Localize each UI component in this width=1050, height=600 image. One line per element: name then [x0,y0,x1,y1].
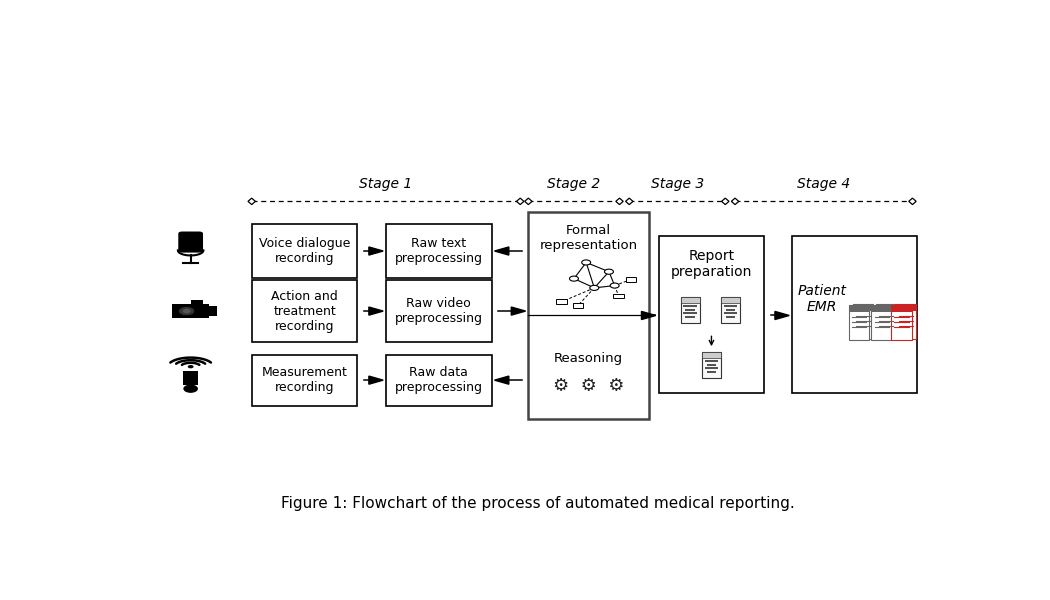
FancyBboxPatch shape [720,297,740,323]
Polygon shape [775,311,790,320]
FancyBboxPatch shape [854,304,874,338]
Circle shape [582,260,591,265]
Circle shape [178,307,194,316]
Polygon shape [642,311,656,320]
Text: Raw text
preprocessing: Raw text preprocessing [395,237,483,265]
Polygon shape [626,198,633,205]
Circle shape [184,385,198,393]
Circle shape [569,276,579,281]
Polygon shape [495,376,509,384]
FancyBboxPatch shape [792,236,917,393]
Text: Report
preparation: Report preparation [671,249,752,280]
FancyBboxPatch shape [876,304,896,338]
Text: Formal
representation: Formal representation [540,224,637,251]
Circle shape [605,269,613,274]
FancyBboxPatch shape [896,304,916,338]
FancyBboxPatch shape [849,305,869,340]
Polygon shape [248,198,255,205]
FancyBboxPatch shape [658,236,764,393]
FancyBboxPatch shape [528,212,649,419]
FancyBboxPatch shape [680,297,700,303]
FancyBboxPatch shape [184,371,198,385]
FancyBboxPatch shape [891,305,911,340]
Text: Stage 4: Stage 4 [797,177,851,191]
FancyBboxPatch shape [252,280,357,342]
FancyBboxPatch shape [720,297,740,303]
Polygon shape [732,198,739,205]
Text: Reasoning: Reasoning [554,352,623,365]
FancyBboxPatch shape [178,232,203,253]
Text: Stage 1: Stage 1 [359,177,413,191]
Polygon shape [369,307,383,315]
Polygon shape [721,198,729,205]
FancyBboxPatch shape [701,352,721,358]
FancyBboxPatch shape [891,305,911,312]
Text: Patient
EMR: Patient EMR [797,284,846,314]
FancyBboxPatch shape [572,303,584,308]
Circle shape [183,309,191,313]
Polygon shape [517,198,524,205]
FancyBboxPatch shape [626,277,636,282]
Polygon shape [908,198,917,205]
Circle shape [590,286,598,290]
FancyBboxPatch shape [252,355,357,406]
FancyBboxPatch shape [386,224,491,278]
FancyBboxPatch shape [872,305,891,312]
Polygon shape [369,247,383,255]
Text: Measurement
recording: Measurement recording [261,366,348,394]
FancyBboxPatch shape [252,224,357,278]
FancyBboxPatch shape [680,297,700,323]
Polygon shape [495,247,509,255]
Text: Stage 2: Stage 2 [547,177,601,191]
FancyBboxPatch shape [209,306,217,316]
Text: Voice dialogue
recording: Voice dialogue recording [259,237,351,265]
Text: ⚙  ⚙  ⚙: ⚙ ⚙ ⚙ [553,377,625,395]
Text: Raw video
preprocessing: Raw video preprocessing [395,297,483,325]
FancyBboxPatch shape [191,300,203,304]
FancyBboxPatch shape [613,294,624,298]
FancyBboxPatch shape [172,304,209,319]
Polygon shape [511,307,526,315]
Circle shape [610,283,620,288]
Polygon shape [369,376,383,384]
FancyBboxPatch shape [556,299,567,304]
Polygon shape [615,198,624,205]
Text: Figure 1: Flowchart of the process of automated medical reporting.: Figure 1: Flowchart of the process of au… [281,496,795,511]
FancyBboxPatch shape [386,355,491,406]
Polygon shape [525,198,532,205]
FancyBboxPatch shape [896,304,916,311]
Circle shape [188,365,193,368]
FancyBboxPatch shape [386,280,491,342]
FancyBboxPatch shape [854,304,874,311]
Text: Stage 3: Stage 3 [651,177,704,191]
FancyBboxPatch shape [872,305,891,340]
FancyBboxPatch shape [701,352,721,377]
Text: Raw data
preprocessing: Raw data preprocessing [395,366,483,394]
FancyBboxPatch shape [849,305,869,312]
FancyBboxPatch shape [876,304,896,311]
Text: Action and
treatment
recording: Action and treatment recording [271,290,338,332]
